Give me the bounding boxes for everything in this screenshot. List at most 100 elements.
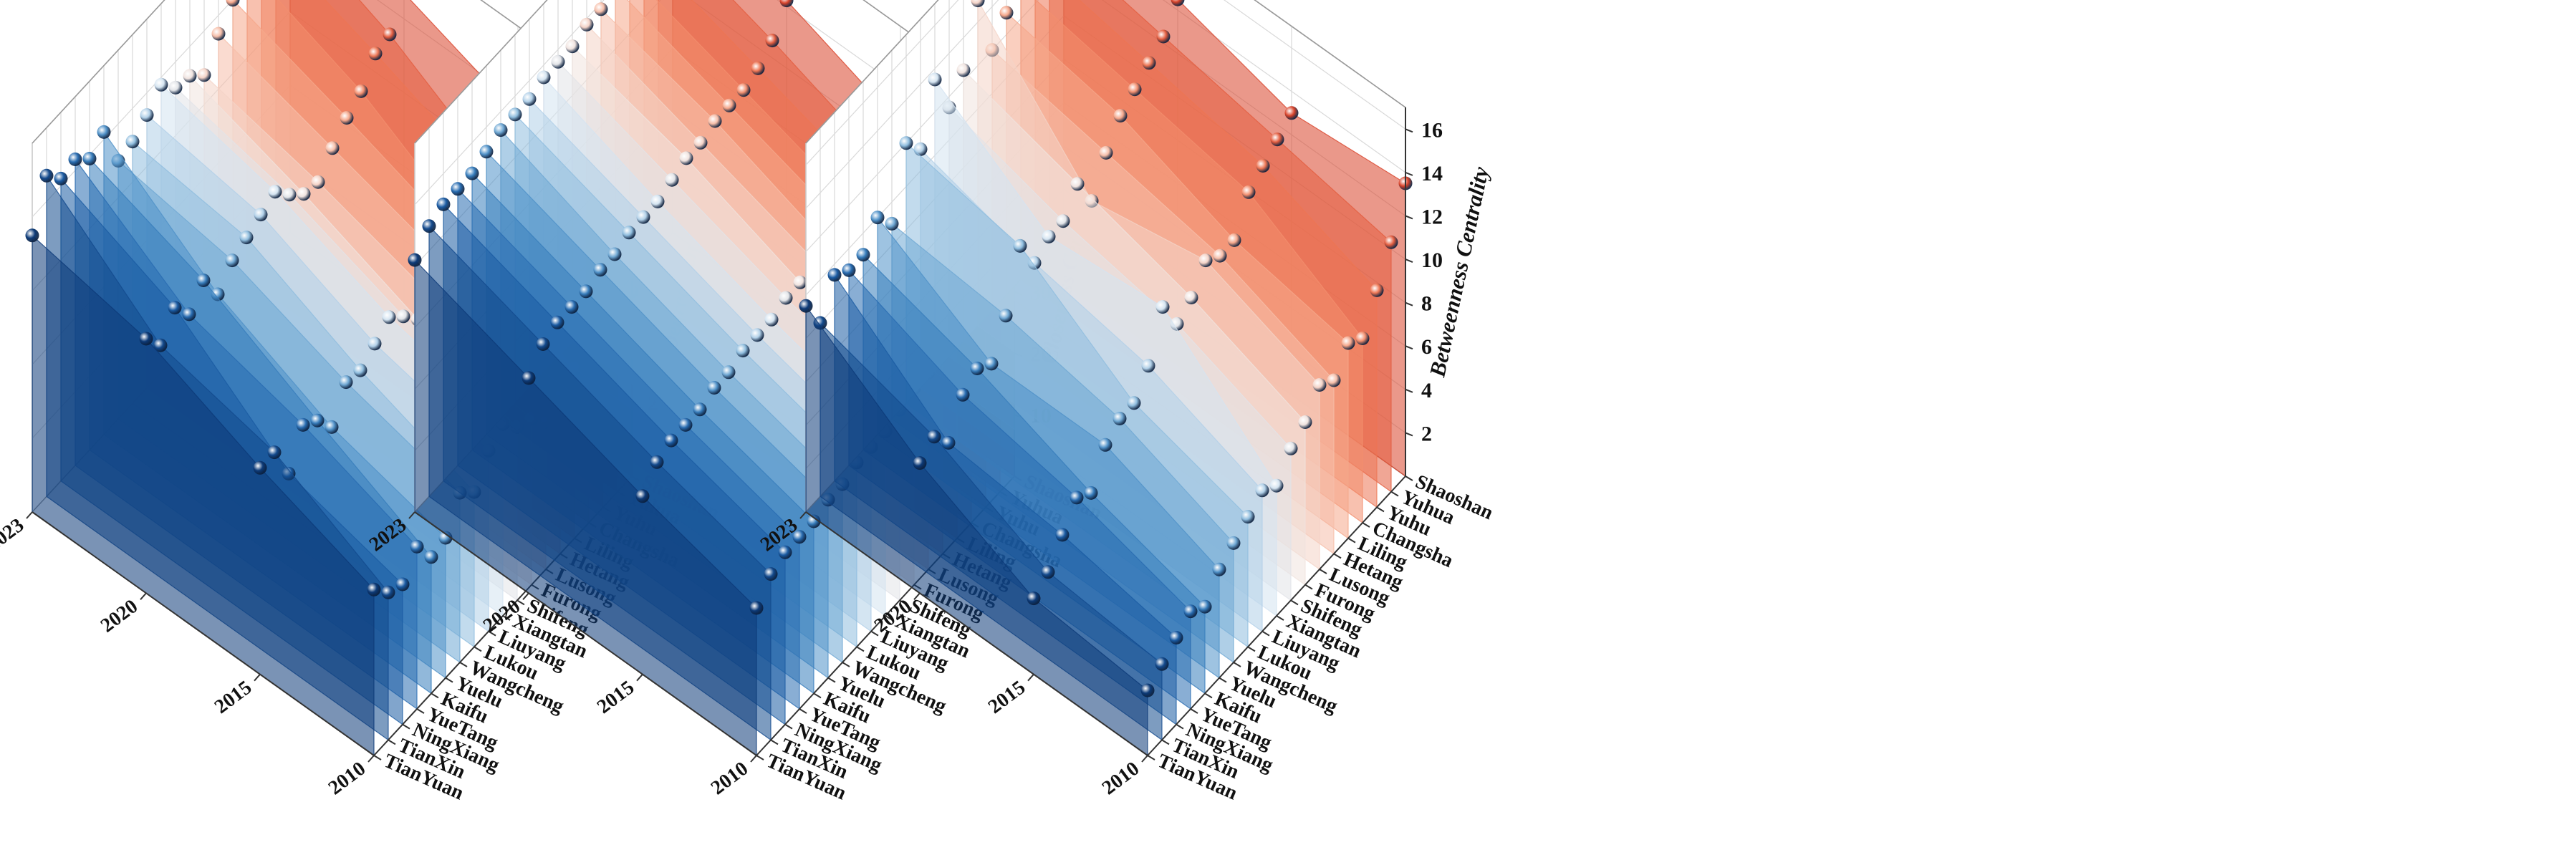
year-axis — [414, 511, 757, 756]
data-point-lusong-2023 — [197, 68, 211, 82]
data-point-yuhua-2020 — [1156, 29, 1171, 44]
data-point-tianyuan-2010 — [749, 601, 764, 615]
data-point-lukou-2020 — [622, 226, 636, 240]
box-top-edge — [32, 0, 633, 144]
year-tick-label: 2010 — [1098, 758, 1143, 799]
data-point-yuelu-2023 — [870, 211, 885, 225]
data-point-xiangtan-2020 — [650, 194, 665, 208]
data-point-tianyuan-2015 — [635, 489, 650, 503]
data-point-ningxiang-2010 — [1169, 631, 1183, 644]
z-tick-label: 10 — [1421, 248, 1443, 272]
z-tick-labels: 2 4 6 8 10 12 14 16 — [1405, 118, 1443, 445]
data-point-lukou-2015 — [736, 344, 750, 358]
data-point-kaifu-2020 — [970, 362, 984, 375]
data-point-lukou-2023 — [125, 135, 140, 149]
data-point-wangcheng-2015 — [1112, 412, 1127, 425]
data-point-ningxiang-2023 — [54, 171, 68, 185]
year-tick-label: 2015 — [211, 676, 256, 718]
data-point-furong-2023 — [565, 39, 580, 54]
data-point-hetang-2015 — [1213, 248, 1227, 263]
data-point-xiangtan-2020 — [268, 185, 282, 199]
data-point-shaoshan-2015 — [1284, 106, 1299, 120]
z-tick-label: 4 — [1421, 379, 1432, 402]
year-tick-label: 2015 — [984, 676, 1029, 718]
data-point-yuelu-2023 — [97, 125, 111, 139]
data-point-wangcheng-2015 — [339, 375, 353, 390]
data-point-yuelu-2015 — [1098, 438, 1112, 452]
data-point-ningxiang-2010 — [395, 577, 410, 591]
data-point-wangcheng-2010 — [1226, 536, 1241, 550]
data-point-liuyang-2023 — [522, 92, 537, 106]
data-point-ningxiang-2020 — [941, 435, 956, 450]
data-point-liling-2020 — [722, 98, 736, 112]
data-point-lusong-2023 — [971, 0, 985, 8]
data-point-kaifu-2023 — [856, 248, 870, 262]
data-point-lukou-2020 — [1013, 238, 1027, 253]
data-point-yuetang-2010 — [792, 530, 807, 544]
data-point-yuhu-2020 — [1142, 56, 1156, 70]
data-point-xiangtan-2020 — [1042, 229, 1056, 243]
year-axis — [805, 511, 1148, 756]
data-point-kaifu-2023 — [82, 152, 97, 165]
data-point-kaifu-2015 — [310, 413, 325, 428]
data-point-furong-2015 — [793, 275, 807, 289]
data-point-yuhua-2015 — [1270, 132, 1284, 147]
data-point-lusong-2015 — [1198, 253, 1213, 268]
data-point-tianxin-2015 — [1041, 565, 1055, 579]
data-point-kaifu-2020 — [196, 274, 211, 287]
data-point-lukou-2020 — [239, 231, 254, 245]
data-point-tianxin-2020 — [927, 430, 941, 444]
data-point-lukou-2023 — [899, 136, 913, 150]
data-point-liling-2020 — [340, 111, 354, 125]
data-point-liuyang-2023 — [140, 108, 154, 122]
data-point-tianyuan-2023 — [25, 228, 39, 243]
data-point-tianyuan-2020 — [913, 456, 927, 470]
data-point-tianxin-2023 — [39, 168, 54, 183]
data-point-hetang-2010 — [1327, 373, 1341, 387]
box-top-edge — [805, 0, 1406, 144]
data-point-tianxin-2010 — [1155, 657, 1169, 671]
data-point-shifeng-2010 — [1284, 441, 1298, 455]
data-point-kaifu-2023 — [465, 166, 479, 180]
data-point-yuetang-2020 — [182, 307, 196, 322]
data-point-furong-2023 — [183, 69, 197, 83]
data-point-hetang-2020 — [708, 114, 722, 128]
data-point-changsha-2010 — [1355, 332, 1370, 345]
data-point-yuelu-2023 — [479, 145, 494, 159]
data-point-shifeng-2015 — [779, 291, 793, 305]
data-point-yuelu-2015 — [325, 420, 339, 434]
data-point-xiangtan-2023 — [537, 70, 551, 84]
data-point-liling-2023 — [999, 6, 1014, 20]
year-tick-label: 2020 — [97, 595, 142, 637]
data-point-ningxiang-2015 — [1055, 528, 1070, 542]
data-point-yuelu-2010 — [1212, 562, 1226, 576]
data-point-lukou-2015 — [1127, 396, 1141, 410]
data-point-lukou-2015 — [353, 363, 367, 377]
series-tianyuan — [25, 228, 381, 757]
data-point-tianyuan-2015 — [253, 460, 267, 475]
data-point-shifeng-2023 — [168, 80, 183, 95]
data-point-lusong-2023 — [580, 17, 594, 32]
data-point-tianyuan-2020 — [522, 371, 536, 385]
data-point-shaoshan-2020 — [779, 0, 794, 8]
data-point-tianxin-2010 — [381, 585, 395, 599]
data-point-ningxiang-2020 — [168, 301, 182, 315]
data-point-furong-2010 — [1298, 415, 1312, 429]
data-point-ningxiang-2010 — [778, 545, 792, 559]
data-point-yuhua-2010 — [1384, 235, 1398, 249]
data-point-furong-2020 — [297, 187, 311, 201]
data-point-changsha-2020 — [1128, 82, 1142, 97]
data-point-yuhu-2020 — [368, 47, 383, 61]
data-point-shaoshan-2020 — [1171, 0, 1185, 6]
z-tick-label: 12 — [1421, 205, 1443, 228]
data-point-shifeng-2020 — [665, 173, 679, 187]
z-tick-label: 2 — [1421, 422, 1432, 445]
data-point-lukou-2010 — [1241, 510, 1255, 524]
data-point-wangcheng-2020 — [607, 247, 622, 261]
box-top-edge — [414, 0, 1015, 144]
district-tick-labels: TianYuanTianXinNingXiangYueTangKaifuYuel… — [1147, 470, 1496, 805]
series-tianyuan — [799, 299, 1155, 757]
data-point-tianxin-2015 — [650, 455, 664, 469]
data-point-kaifu-2015 — [693, 402, 707, 417]
